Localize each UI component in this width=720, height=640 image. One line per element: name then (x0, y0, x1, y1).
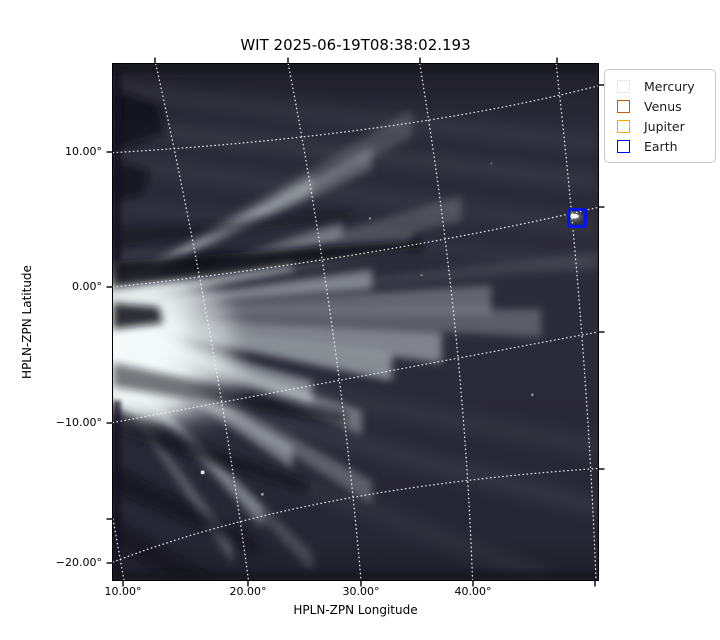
y-tick-label: −20.00° (55, 556, 102, 569)
dark-lanes (113, 88, 422, 580)
legend-label: Jupiter (644, 118, 685, 134)
edge-vignette (113, 64, 598, 580)
legend-item-earth: Earth (613, 136, 707, 156)
figure-title: WIT 2025-06-19T08:38:02.193 (240, 36, 471, 54)
legend-label: Venus (644, 98, 682, 114)
earth-marker (567, 207, 588, 228)
plot-area (112, 63, 599, 581)
y-tick-label: 10.00° (65, 145, 102, 158)
coordinate-grid (113, 64, 598, 580)
y-axis-label: HPLN-ZPN Latitude (20, 265, 34, 379)
venus-marker-icon (617, 99, 630, 113)
star-specks (200, 162, 534, 496)
y-tick-label: −10.00° (55, 416, 102, 429)
legend-label: Mercury (644, 78, 695, 94)
legend: Mercury Venus Jupiter Earth (604, 69, 716, 163)
earth-marker-square (567, 207, 588, 228)
x-axis-label: HPLN-ZPN Longitude (293, 603, 418, 617)
x-tick-label: 20.00° (229, 585, 267, 598)
jupiter-marker-icon (617, 119, 630, 133)
x-tick-label: 30.00° (342, 585, 380, 598)
earth-marker-icon (617, 139, 630, 153)
legend-label: Earth (644, 138, 678, 154)
heliospheric-image (113, 64, 598, 580)
mercury-marker-icon (617, 79, 630, 93)
x-tick-label: 10.00° (104, 585, 142, 598)
y-tick-label: 0.00° (72, 280, 102, 293)
legend-item-mercury: Mercury (613, 76, 707, 96)
legend-item-venus: Venus (613, 96, 707, 116)
legend-item-jupiter: Jupiter (613, 116, 707, 136)
x-tick-label: 40.00° (454, 585, 492, 598)
